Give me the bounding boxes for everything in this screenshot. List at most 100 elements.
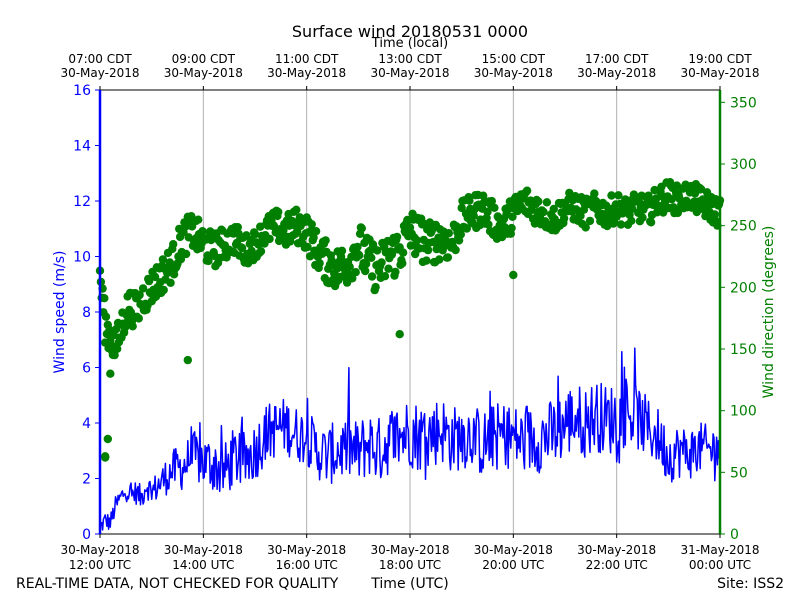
top-tick-date: 30-May-2018 (164, 66, 243, 80)
wind-direction-point (166, 278, 175, 287)
top-tick-date: 30-May-2018 (577, 66, 656, 80)
left-tick-label: 4 (82, 416, 91, 432)
wind-direction-point (435, 255, 444, 264)
top-tick-date: 30-May-2018 (60, 66, 139, 80)
bottom-tick-time: 00:00 UTC (689, 558, 751, 572)
wind-direction-point (144, 276, 154, 286)
wind-direction-point (315, 259, 324, 268)
wind-direction-point (292, 205, 301, 214)
wind-direction-point (110, 350, 119, 360)
wind-direction-point (247, 246, 256, 256)
wind-direction-point (135, 290, 144, 300)
wind-direction-point (309, 233, 318, 242)
wind-direction-point (451, 245, 460, 255)
right-tick-label: 0 (730, 527, 739, 543)
top-tick-time: 07:00 CDT (68, 52, 132, 66)
wind-direction-point (233, 223, 242, 232)
wind-direction-point (590, 189, 599, 198)
bottom-tick-time: 22:00 UTC (586, 558, 648, 572)
right-tick-label: 50 (730, 465, 748, 481)
top-tick-date: 30-May-2018 (267, 66, 346, 80)
wind-direction-point (265, 234, 274, 244)
wind-direction-point (279, 226, 288, 235)
wind-direction-point (490, 203, 499, 212)
wind-direction-point (176, 255, 186, 264)
top-axis-label: Time (local) (371, 36, 448, 51)
right-tick-label: 300 (730, 157, 757, 173)
wind-direction-point (616, 220, 626, 229)
wind-direction-point (194, 215, 203, 224)
x-axis-label: Time (UTC) (370, 576, 448, 592)
wind-direction-point (134, 314, 143, 323)
right-tick-label: 350 (730, 95, 757, 111)
top-tick-time: 11:00 CDT (275, 52, 339, 66)
wind-direction-point (321, 236, 330, 245)
right-axis-label: Wind direction (degrees) (761, 226, 777, 399)
wind-direction-point (614, 191, 623, 200)
wind-direction-point (646, 218, 656, 227)
left-axis-label: Wind speed (m/s) (52, 251, 68, 374)
wind-direction-point (367, 272, 377, 281)
wind-direction-point (457, 203, 466, 213)
wind-direction-point (150, 272, 160, 282)
wind-direction-point (483, 207, 492, 216)
wind-direction-point (138, 284, 148, 293)
wind-direction-point (456, 230, 465, 239)
wind-direction-point (422, 256, 431, 265)
bottom-tick-date: 30-May-2018 (474, 543, 553, 557)
wind-direction-point (539, 207, 548, 217)
wind-direction-point (158, 255, 168, 264)
top-tick-time: 19:00 CDT (688, 52, 752, 66)
wind-direction-point (387, 250, 397, 259)
wind-direction-point (398, 259, 407, 268)
wind-direction-point (412, 236, 422, 245)
bottom-tick-time: 14:00 UTC (172, 558, 234, 572)
vertical-grid (202, 90, 618, 534)
left-tick-label: 8 (82, 305, 91, 321)
bottom-tick-time: 16:00 UTC (276, 558, 338, 572)
wind-direction-point (311, 227, 321, 236)
wind-direction-point (507, 223, 516, 233)
wind-direction-point (638, 213, 647, 222)
wind-direction-point (204, 256, 213, 266)
wind-direction-point (353, 242, 362, 252)
wind-direction-point (361, 259, 371, 269)
wind-direction-point (403, 215, 412, 225)
footer-quality-note: REAL-TIME DATA, NOT CHECKED FOR QUALITY (16, 576, 339, 592)
left-tick-label: 12 (73, 194, 91, 210)
wind-direction-point (183, 355, 192, 365)
wind-direction-point (101, 452, 110, 461)
wind-direction-point (384, 264, 393, 273)
wind-direction-point (627, 216, 636, 225)
wind-direction-point (169, 240, 178, 249)
bottom-tick-date: 30-May-2018 (370, 543, 449, 557)
wind-direction-point (508, 212, 517, 221)
wind-direction-point (269, 221, 279, 230)
wind-direction-point (391, 267, 400, 277)
wind-direction-point (373, 246, 382, 255)
wind-direction-point (423, 245, 433, 255)
top-tick-date: 30-May-2018 (680, 66, 759, 80)
wind-direction-point (487, 196, 496, 206)
left-tick-label: 0 (82, 527, 91, 543)
top-tick-time: 13:00 CDT (378, 52, 442, 66)
wind-direction-point (357, 224, 366, 233)
wind-direction-point (392, 232, 402, 242)
wind-direction-point (101, 312, 111, 321)
wind-direction-point (607, 191, 616, 200)
wind-direction-point (274, 207, 283, 217)
wind-direction-point (628, 204, 637, 213)
wind-direction-point (667, 195, 676, 204)
right-tick-label: 150 (730, 342, 757, 358)
wind-direction-point (337, 246, 347, 255)
wind-direction-point (469, 211, 478, 220)
chart-title: Surface wind 20180531 0000 (292, 22, 528, 41)
wind-direction-point (559, 214, 569, 223)
wind-direction-point (159, 285, 168, 295)
wind-direction-point (361, 266, 370, 276)
bottom-tick-date: 31-May-2018 (680, 543, 759, 557)
left-tick-label: 14 (73, 139, 91, 155)
wind-direction-point (250, 229, 260, 239)
